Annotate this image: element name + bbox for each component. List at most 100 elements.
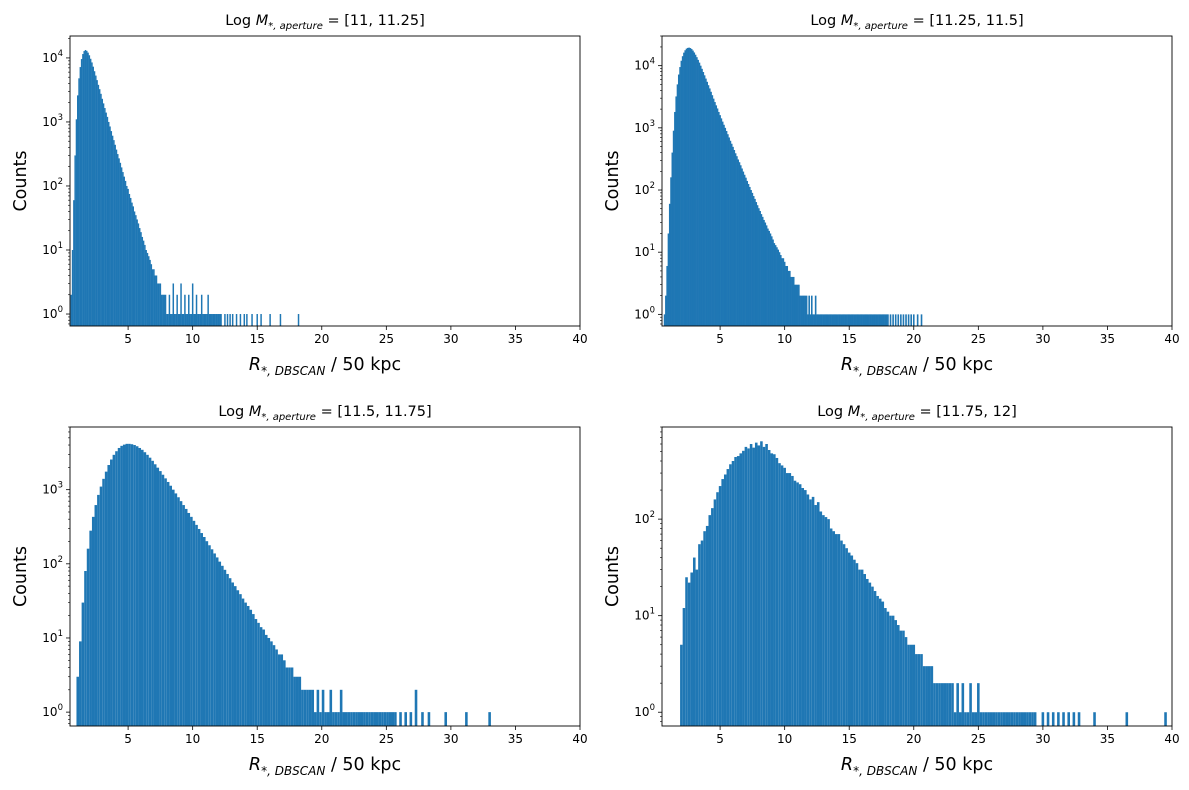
histogram-bar bbox=[966, 712, 970, 726]
histogram-bar bbox=[200, 533, 203, 726]
histogram-bar bbox=[182, 505, 185, 726]
histogram-bar bbox=[708, 515, 712, 726]
y-axis-label: Counts bbox=[11, 150, 31, 211]
histogram-bars bbox=[680, 441, 1167, 726]
histogram-bar bbox=[754, 198, 756, 326]
histogram-bar bbox=[1015, 712, 1019, 726]
histogram-bar bbox=[129, 197, 132, 326]
histogram-bar bbox=[97, 84, 100, 326]
histogram-bar bbox=[676, 84, 679, 326]
histogram-bar bbox=[773, 243, 776, 326]
histogram-bar bbox=[863, 574, 866, 726]
histogram-bar bbox=[757, 445, 761, 726]
histogram-bar bbox=[132, 206, 134, 326]
histogram-bar bbox=[1093, 712, 1096, 726]
histogram-bar bbox=[138, 228, 141, 326]
histogram-bar bbox=[876, 314, 879, 326]
histogram-bar bbox=[731, 461, 735, 726]
histogram-bar bbox=[252, 614, 255, 726]
histogram-bar bbox=[781, 258, 783, 326]
histogram-bar bbox=[696, 57, 698, 326]
histogram-bar bbox=[249, 609, 253, 726]
histogram-bar bbox=[1020, 712, 1024, 726]
chart-panel-4: 5 10 15 20 25 30 35 40 100 101 102 Log M*, aperture… bbox=[603, 404, 1180, 778]
histogram-bar bbox=[840, 314, 843, 326]
histogram-bar bbox=[782, 258, 785, 326]
y-tick-label: 103 bbox=[634, 119, 655, 135]
histogram-bar bbox=[1023, 712, 1027, 726]
histogram-bar bbox=[723, 124, 725, 326]
histogram-bar bbox=[804, 295, 807, 326]
x-tick-label: 40 bbox=[572, 332, 587, 346]
histogram-bar bbox=[1062, 712, 1065, 726]
histogram-bar bbox=[236, 590, 240, 726]
histogram-bar bbox=[190, 516, 193, 726]
histogram-bar bbox=[181, 314, 184, 326]
histogram-bar bbox=[221, 565, 224, 726]
histogram-bar bbox=[321, 689, 325, 726]
histogram-bar bbox=[720, 118, 723, 327]
histogram-bar bbox=[105, 112, 107, 326]
y-tick-label: 101 bbox=[634, 607, 655, 623]
x-tick-label: 30 bbox=[443, 332, 458, 346]
histogram-bar bbox=[347, 712, 351, 726]
histogram-bar bbox=[1072, 712, 1076, 726]
y-tick-label: 102 bbox=[634, 510, 655, 526]
histogram-bar bbox=[316, 689, 320, 726]
histogram-bar bbox=[1002, 712, 1006, 726]
histogram-bar bbox=[257, 622, 260, 726]
histogram-bar bbox=[329, 689, 333, 726]
histogram-bar bbox=[752, 196, 755, 326]
histogram-bar bbox=[801, 488, 805, 726]
histogram-bar bbox=[812, 314, 814, 326]
histogram-bar bbox=[786, 265, 789, 326]
histogram-bar bbox=[997, 712, 1001, 726]
histogram-bar bbox=[701, 68, 703, 326]
histogram-bar bbox=[979, 712, 983, 726]
histogram-bar bbox=[705, 78, 707, 326]
histogram-bar bbox=[89, 530, 92, 726]
histogram-bar bbox=[680, 644, 683, 726]
histogram-bar bbox=[202, 537, 206, 726]
histogram-bar bbox=[907, 314, 910, 326]
histogram-bar bbox=[267, 637, 271, 726]
histogram-bar bbox=[785, 473, 789, 726]
histogram-bar bbox=[70, 294, 73, 326]
histogram-bar bbox=[689, 48, 692, 327]
histogram-bar bbox=[153, 464, 157, 726]
histogram-bar bbox=[706, 81, 708, 326]
histogram-bar bbox=[102, 478, 105, 726]
histogram-bar bbox=[279, 314, 282, 326]
x-tick-label: 5 bbox=[124, 332, 132, 346]
histogram-bar bbox=[297, 314, 300, 326]
histogram-bar bbox=[807, 314, 809, 326]
histogram-bar bbox=[853, 314, 856, 326]
histogram-bar bbox=[742, 450, 745, 726]
histogram-bar bbox=[912, 644, 916, 726]
histogram-bar bbox=[210, 549, 214, 726]
y-tick-label: 100 bbox=[634, 703, 655, 719]
histogram-bar bbox=[685, 48, 688, 327]
y-tick-label: 102 bbox=[634, 181, 655, 197]
histogram-bar bbox=[365, 712, 369, 726]
histogram-bar bbox=[750, 190, 752, 326]
histogram-bar bbox=[829, 528, 833, 726]
histogram-bar bbox=[169, 485, 172, 726]
histogram-bar bbox=[262, 629, 265, 726]
histogram-bar bbox=[198, 314, 200, 326]
histogram-bar bbox=[825, 314, 827, 326]
histogram-bar bbox=[342, 712, 346, 726]
histogram-bar bbox=[760, 441, 763, 726]
histogram-bar bbox=[868, 582, 872, 726]
histogram-bar bbox=[311, 689, 315, 726]
histogram-bar bbox=[272, 645, 276, 726]
histogram-bar bbox=[933, 683, 936, 726]
histogram-bar bbox=[394, 712, 397, 726]
histogram-bar bbox=[803, 295, 805, 326]
histogram-bar bbox=[142, 240, 145, 326]
histogram-bar bbox=[194, 314, 196, 326]
histogram-bar bbox=[128, 443, 131, 726]
histogram-bar bbox=[730, 143, 733, 326]
histogram-bar bbox=[776, 247, 778, 326]
histogram-bar bbox=[144, 244, 146, 326]
